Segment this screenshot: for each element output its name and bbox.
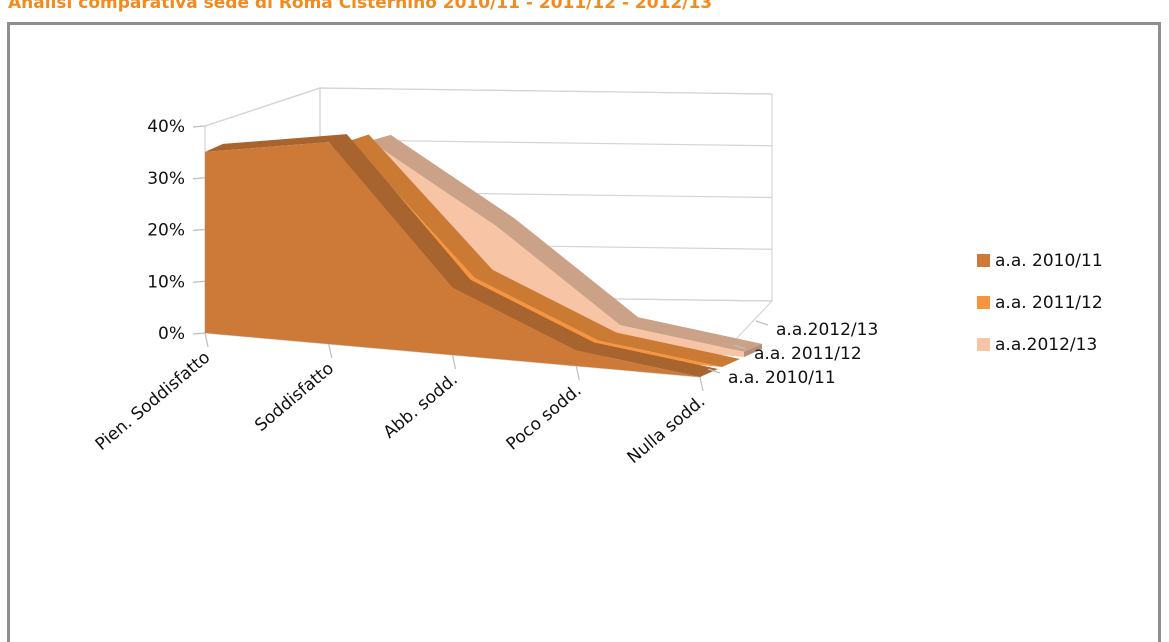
- legend-swatch: [977, 254, 990, 267]
- gridline: [319, 87, 773, 95]
- chart-svg: 0% 10% 20% 30% 40% Pien. Soddisfatto Soddisfat…: [92, 87, 1103, 468]
- depth-label: a.a. 2010/11: [728, 368, 836, 388]
- page-title: Analisi comparativa sede di Roma Cistern…: [8, 0, 713, 13]
- y-tick-label: 40%: [147, 117, 185, 137]
- depth-tick-mark: [755, 320, 769, 326]
- y-tick-label: 30%: [147, 169, 185, 189]
- y-tick-label: 0%: [158, 324, 185, 344]
- x-tick-mark: [328, 343, 333, 359]
- legend-swatch: [977, 296, 990, 309]
- category-label: Pien. Soddisfatto: [92, 348, 215, 455]
- y-tick-mark: [192, 332, 206, 335]
- y-tick-mark: [192, 228, 206, 232]
- category-label: Nulla sodd.: [624, 392, 710, 468]
- depth-label: a.a. 2011/12: [754, 344, 862, 364]
- y-tick-mark: [192, 177, 206, 180]
- side-gridline: [204, 87, 321, 127]
- x-tick-mark: [575, 365, 580, 381]
- y-tick-mark: [192, 125, 206, 128]
- x-tick-mark: [451, 354, 457, 370]
- depth-tick-mark: [733, 344, 747, 350]
- legend-label: a.a. 2011/12: [995, 293, 1103, 313]
- category-label: Poco sodd.: [503, 381, 586, 455]
- x-tick-mark: [204, 332, 209, 348]
- x-tick-mark: [699, 376, 704, 392]
- chart-frame: 0% 10% 20% 30% 40% Pien. Soddisfatto Soddisfat…: [7, 22, 1161, 642]
- depth-label: a.a.2012/13: [776, 320, 878, 340]
- category-label: Soddisfatto: [251, 359, 338, 436]
- y-tick-label: 20%: [147, 221, 185, 241]
- category-label: Abb. sodd.: [380, 370, 462, 443]
- legend-swatch: [977, 338, 990, 351]
- y-tick-label: 10%: [147, 272, 185, 292]
- legend-label: a.a. 2010/11: [995, 251, 1103, 271]
- series-area-1: [205, 142, 700, 377]
- legend-label: a.a.2012/13: [995, 335, 1097, 355]
- series-cap-3: [744, 343, 762, 357]
- y-tick-mark: [192, 280, 206, 283]
- depth-tick-mark: [707, 368, 721, 374]
